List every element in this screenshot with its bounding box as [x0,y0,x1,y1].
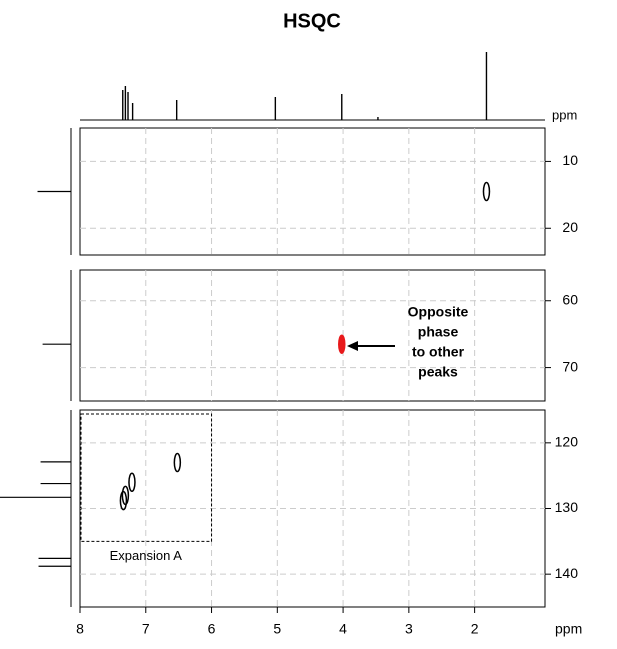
y-tick-label: 60 [562,291,578,307]
y-tick-label: 140 [555,565,579,581]
x-tick-label: 5 [273,621,281,637]
x-tick-label: 3 [405,621,413,637]
cross-peak [128,472,136,492]
annotation-text: phase [418,324,459,340]
x-tick-label: 6 [208,621,216,637]
panel-frame [79,269,546,402]
y-tick-label: 130 [555,499,579,515]
expansion-label: Expansion A [110,548,183,563]
y-tick-label: 120 [555,434,579,450]
x-axis-label: ppm [555,621,582,637]
x-tick-label: 7 [142,621,150,637]
proton-axis-label: ppm [552,107,577,122]
annotation-text: to other [412,344,465,360]
cross-peak [119,490,128,511]
panel-frame [79,127,546,256]
y-tick-label: 20 [562,219,578,235]
arrow-head [347,341,358,351]
cross-peak [121,485,130,506]
x-tick-label: 4 [339,621,347,637]
cross-peak [482,181,491,202]
annotation-text: Opposite [408,304,469,320]
x-tick-label: 8 [76,621,84,637]
expansion-box [80,413,213,542]
cross-peak [338,334,346,354]
y-tick-label: 70 [562,358,578,374]
chart-title: HSQC [283,10,341,32]
x-tick-label: 2 [471,621,479,637]
annotation [347,341,395,351]
y-tick-label: 10 [562,152,578,168]
annotation-text: peaks [418,364,458,380]
cross-peak [173,452,182,473]
